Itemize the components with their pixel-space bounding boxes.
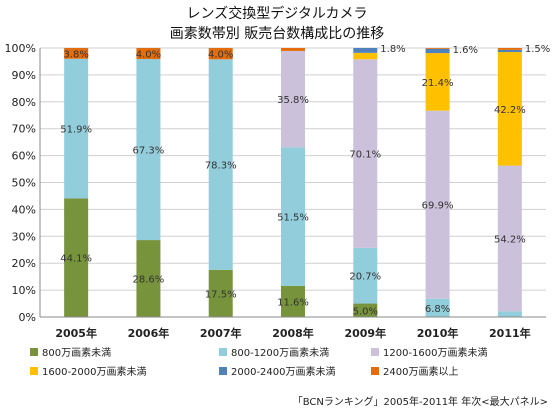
bar-segment — [497, 52, 522, 166]
data-label: 54.2% — [494, 234, 526, 245]
bar-segment — [497, 48, 522, 50]
legend-label: 2400万画素以上 — [383, 365, 458, 378]
bar-segment — [353, 59, 378, 248]
y-tick-label: 60% — [12, 150, 36, 163]
y-tick-label: 90% — [12, 69, 36, 82]
data-label: 11.6% — [277, 297, 309, 308]
data-label: 70.1% — [349, 150, 381, 161]
data-label: 44.1% — [60, 254, 92, 265]
data-label: 51.5% — [277, 213, 309, 224]
data-label: 5.0% — [353, 306, 378, 317]
data-label: 78.3% — [205, 161, 237, 172]
bar-segment — [64, 48, 89, 59]
y-tick-label: 40% — [12, 203, 36, 216]
data-label: 1.6% — [453, 45, 478, 56]
y-tick-label: 10% — [12, 284, 36, 297]
bar-segment — [281, 48, 305, 51]
bar-segment — [425, 48, 450, 49]
data-label: 4.0% — [208, 50, 233, 61]
y-tick-label: 70% — [12, 123, 36, 136]
bar-segment — [425, 48, 450, 54]
data-label: 20.7% — [349, 272, 381, 283]
bar-segment — [136, 59, 161, 241]
data-label: 4.0% — [136, 50, 161, 61]
y-tick-label: 30% — [12, 230, 36, 243]
legend-swatch — [371, 348, 379, 356]
bar-segment — [497, 165, 522, 312]
bar-segment — [136, 240, 161, 317]
legend-swatch — [371, 367, 379, 375]
bar-segment — [353, 247, 378, 304]
data-label: 3.8% — [63, 49, 88, 60]
x-tick-label: 2008年 — [272, 326, 314, 340]
bars — [64, 48, 522, 317]
x-axis: 2005年 2006年 2007年 2008年 2009年 2010年 2011年 — [40, 316, 546, 340]
bar-segment — [281, 147, 305, 286]
x-tick-label: 2007年 — [200, 326, 242, 340]
bar-segment — [425, 53, 450, 111]
bar-segment — [64, 198, 89, 317]
source-note: 「BCNランキング」2005年-2011年 年次<最大パネル> — [293, 395, 548, 408]
bar-segment — [353, 48, 378, 53]
chart-title: レンズ交換型デジタルカメラ 画素数帯別 販売台数構成比の推移 — [170, 5, 384, 42]
y-tick-label: 100% — [5, 42, 36, 55]
legend-swatch — [219, 348, 227, 356]
data-label: 1.5% — [525, 44, 550, 55]
legend-swatch — [30, 348, 38, 356]
data-label: 69.9% — [422, 201, 454, 212]
legend: 800万画素未満 800-1200万画素未満 1200-1600万画素未満 1600-… — [30, 346, 488, 378]
legend-label: 2000-2400万画素未満 — [231, 365, 336, 378]
chart-title-line-1: レンズ交換型デジタルカメラ — [186, 5, 367, 22]
bar-segment — [425, 110, 450, 299]
bar-segment — [281, 50, 305, 148]
data-label: 51.9% — [60, 125, 92, 136]
chart-title-line-2: 画素数帯別 販売台数構成比の推移 — [170, 26, 384, 42]
bar-segment — [208, 59, 233, 270]
x-tick-label: 2010年 — [417, 326, 459, 340]
data-label: 6.8% — [425, 304, 450, 315]
y-tick-label: 20% — [12, 257, 36, 270]
data-labels: 44.1% 51.9% 3.8% 28.6% 67.3% 4.0% 17.5% 78.3% 4.… — [60, 44, 550, 317]
x-tick-label: 2006年 — [128, 326, 170, 340]
x-tick-label: 2009年 — [344, 326, 386, 340]
bar-segment — [136, 48, 161, 60]
y-axis: 0% 10% 20% 30% 40% 50% 60% 70% 80% 90% 100% — [5, 42, 41, 324]
legend-label: 800-1200万画素未満 — [231, 346, 329, 359]
legend-swatch — [219, 367, 227, 375]
y-tick-label: 80% — [12, 96, 36, 109]
x-tick-label: 2005年 — [55, 326, 97, 340]
bar-segment — [208, 48, 233, 60]
bar-segment — [353, 52, 378, 60]
y-tick-label: 50% — [12, 177, 36, 190]
data-label: 67.3% — [133, 146, 165, 157]
data-label: 35.8% — [277, 95, 309, 106]
bar-segment — [281, 285, 305, 317]
bar-segment — [497, 311, 522, 317]
data-label: 17.5% — [205, 289, 237, 300]
legend-label: 1200-1600万画素未満 — [383, 346, 488, 359]
legend-swatch — [30, 367, 38, 375]
bar-segment — [353, 303, 378, 317]
bar-segment — [208, 269, 233, 317]
data-label: 1.8% — [380, 44, 405, 55]
data-label: 21.4% — [422, 78, 454, 89]
x-tick-label: 2011年 — [489, 326, 531, 340]
bar-segment — [64, 58, 89, 199]
bar-segment — [425, 298, 450, 317]
legend-label: 800万画素未満 — [42, 346, 111, 359]
y-tick-label: 0% — [19, 311, 36, 324]
data-label: 28.6% — [133, 275, 165, 286]
bar-segment — [497, 49, 522, 53]
legend-label: 1600-2000万画素未満 — [42, 365, 147, 378]
data-label: 42.2% — [494, 105, 526, 116]
